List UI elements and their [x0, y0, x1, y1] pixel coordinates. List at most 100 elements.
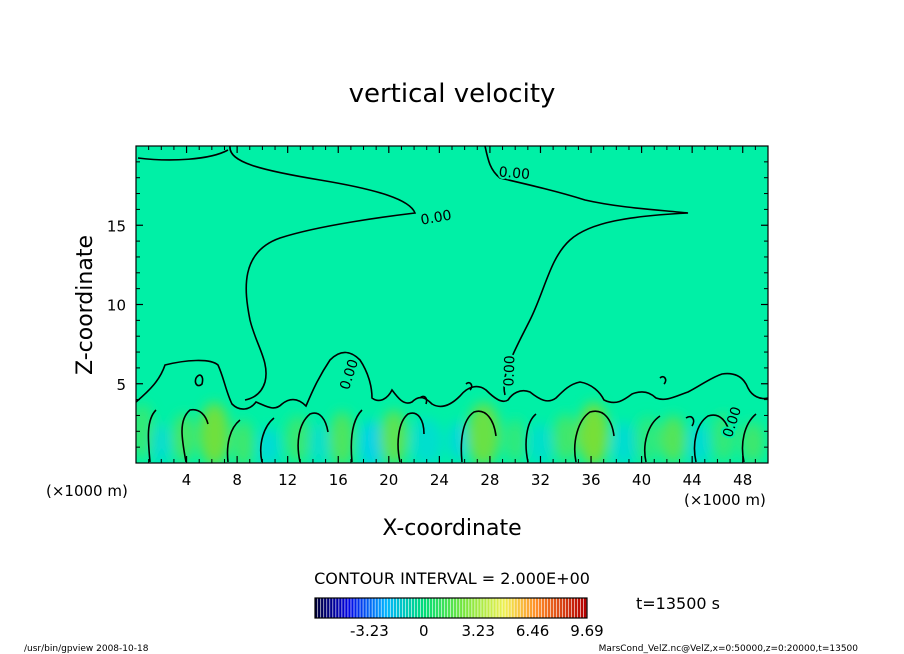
footer-right: MarsCond_VelZ.nc@VelZ,x=0:50000,z=0:2000… [599, 644, 859, 654]
colorbar-segment [399, 598, 403, 618]
colorbar-segment [360, 598, 363, 618]
colorbar-segment [457, 598, 460, 618]
colorbar-segment [417, 598, 421, 618]
x-axis: 4 8 12 16 20 24 28 32 36 40 44 48 [148, 146, 756, 489]
colorbar-segment [321, 598, 324, 618]
field-cell-19 [635, 415, 661, 463]
x-axis-unit-left: (×1000 m) [46, 482, 128, 500]
colorbar-segment [372, 598, 375, 618]
field-cell-14 [505, 418, 526, 463]
x-tick-label: 40 [632, 471, 651, 489]
colorbar-segment [574, 598, 578, 618]
contour-label: 0.00 [501, 355, 518, 387]
colorbar-segment [351, 598, 354, 618]
colorbar-segment [393, 598, 396, 618]
field-cell-3 [199, 402, 230, 463]
colorbar-segment [556, 598, 560, 618]
colorbar-tick-label: -3.23 [350, 622, 389, 640]
x-tick-label: 24 [430, 471, 449, 489]
contour-low-cells [147, 408, 757, 463]
colorbar-segment [318, 598, 321, 618]
field-cell-15 [527, 423, 554, 463]
colorbar-segment [538, 598, 542, 618]
x-axis-unit-right: (×1000 m) [684, 491, 766, 509]
plot-area: 0.000.000.00 0.000.00 4 8 12 16 20 24 28 32 36 40 4… [107, 145, 769, 489]
colorbar-segment [339, 598, 342, 618]
x-tick-label: 36 [581, 471, 600, 489]
y-axis-label: Z-coordinate [73, 235, 98, 375]
colorbar-segment [463, 598, 466, 618]
colorbar-segment [502, 598, 505, 618]
colorbar-segment [490, 598, 493, 618]
colorbar-segment [363, 598, 366, 618]
colorbar-segment [466, 598, 469, 618]
colorbar-segment [366, 598, 369, 618]
colorbar-segment [460, 598, 463, 618]
colorbar-segment [481, 598, 484, 618]
colorbar-segment [472, 598, 475, 618]
colorbar-segment [384, 598, 387, 618]
colorbar-segment [535, 598, 539, 618]
field-cell-4 [233, 420, 254, 463]
field-cell-0 [136, 403, 154, 460]
colorbar-segment [402, 598, 406, 618]
colorbar-tick-label: 3.23 [461, 622, 494, 640]
x-tick-label: 28 [480, 471, 499, 489]
y-tick-label: 15 [107, 217, 126, 235]
x-tick-label: 12 [278, 471, 297, 489]
x-tick-label: 4 [182, 471, 192, 489]
field-cell-20 [660, 415, 686, 463]
colorbar-segment [493, 598, 496, 618]
colorbar-segment [369, 598, 372, 618]
colorbar-segment [354, 598, 357, 618]
field-cell-17 [578, 402, 609, 463]
colorbar-segment [324, 598, 327, 618]
field-cell-9 [359, 420, 383, 463]
colorbar-segment [523, 598, 526, 618]
colorbar-segment [327, 598, 330, 618]
contour-low-lobes [136, 351, 768, 410]
field-cell-16 [553, 413, 579, 462]
colorbar-segment [411, 598, 415, 618]
colorbar-segment [444, 598, 448, 618]
colorbar-segment [454, 598, 457, 618]
colorbar-segment [387, 598, 390, 618]
contour-label: 0.00 [498, 164, 530, 183]
colorbar-segment [336, 598, 339, 618]
x-tick-label: 8 [232, 471, 242, 489]
colorbar-segment [553, 598, 557, 618]
footer-left: /usr/bin/gpview 2008-10-18 [24, 644, 149, 654]
colorbar-segment [408, 598, 412, 618]
colorbar-segment [544, 598, 548, 618]
colorbar: -3.23 0 3.23 6.46 9.69 [314, 597, 604, 640]
time-label: t=13500 s [636, 594, 720, 613]
colorbar-tick-label: 0 [419, 622, 429, 640]
contour-top-left-stub [137, 149, 229, 161]
field-cell-23 [741, 421, 765, 463]
field-cell-22 [711, 413, 737, 462]
colorbar-segment [435, 598, 439, 618]
colorbar-segment [520, 598, 523, 618]
field-background [136, 146, 768, 463]
colorbar-segment [541, 598, 545, 618]
colorbar-segment [315, 598, 318, 618]
x-tick-label: 16 [329, 471, 348, 489]
y-tick-label: 10 [107, 297, 126, 315]
colorbar-tick-label: 9.69 [570, 622, 603, 640]
chart-title: vertical velocity [349, 79, 556, 109]
colorbar-segment [414, 598, 418, 618]
colorbar-segment [580, 598, 584, 618]
field-cell-7 [309, 423, 330, 463]
field-cell-18 [611, 421, 637, 463]
colorbar-segment [511, 598, 514, 618]
colorbar-segment [348, 598, 351, 618]
colorbar-frame [314, 597, 588, 619]
field-cell-1 [151, 424, 171, 463]
colorbar-segment [568, 598, 572, 618]
colorbar-segment [550, 598, 554, 618]
colorbar-segment [432, 598, 436, 618]
contour-zero-upper-left [229, 146, 417, 401]
colorbar-segment [469, 598, 472, 618]
colorbar-segment [475, 598, 478, 618]
